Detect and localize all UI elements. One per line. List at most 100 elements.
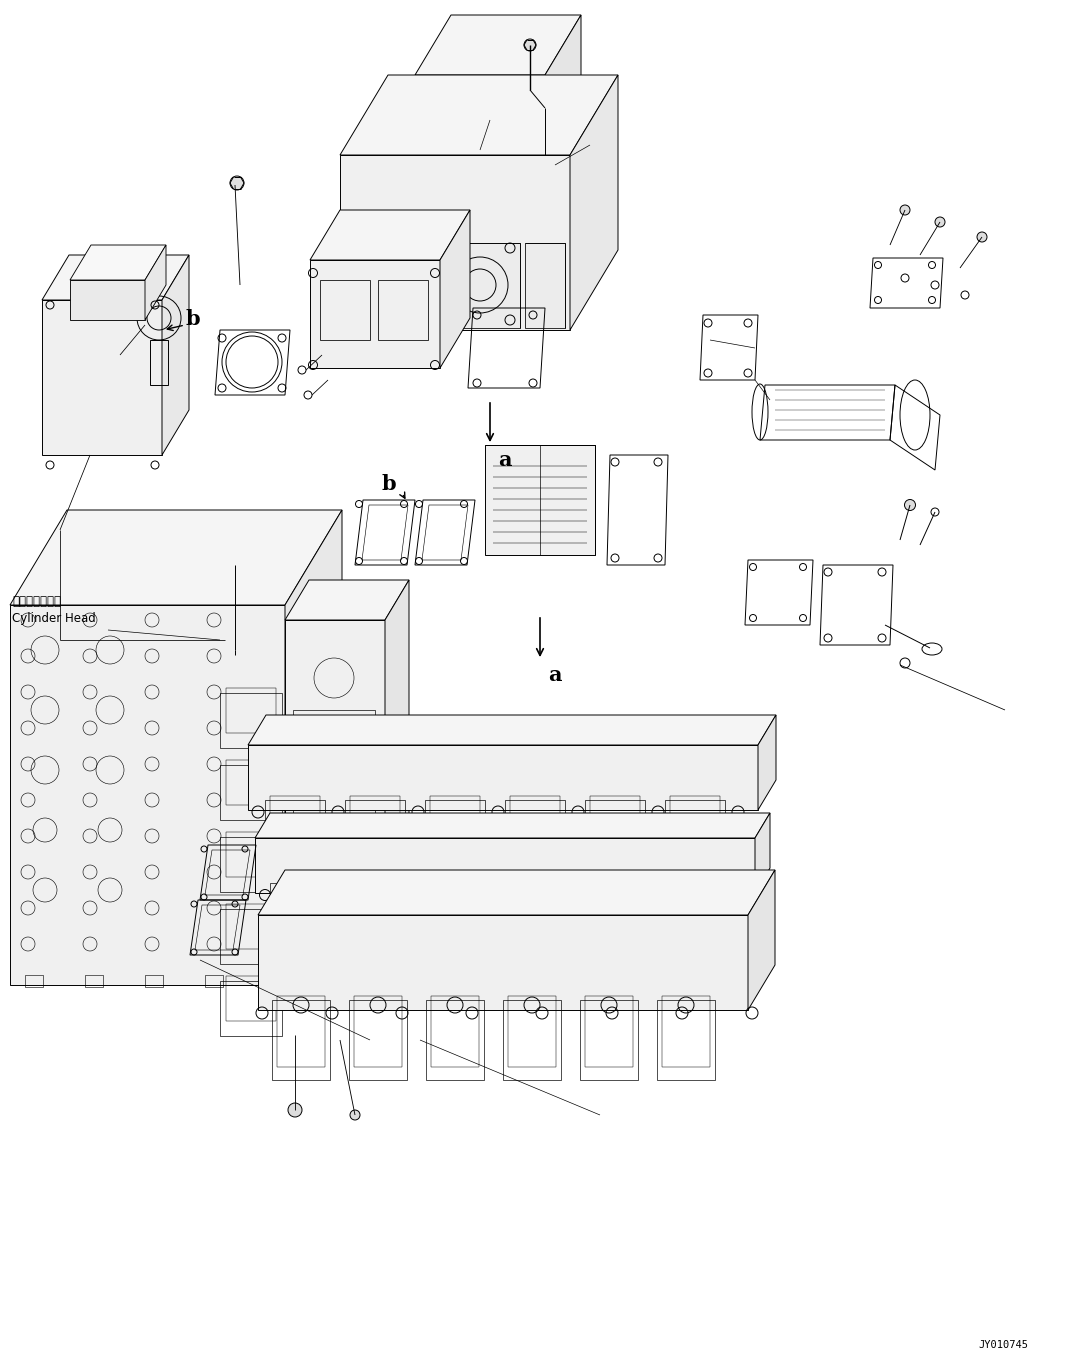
Circle shape — [978, 231, 987, 242]
Bar — [662, 996, 710, 1067]
Bar — [349, 1000, 407, 1081]
Polygon shape — [42, 255, 189, 299]
Polygon shape — [310, 260, 440, 367]
Text: Cylinder Head: Cylinder Head — [12, 612, 96, 625]
Polygon shape — [570, 75, 618, 329]
Polygon shape — [10, 606, 285, 985]
Polygon shape — [258, 870, 775, 915]
Bar — [272, 1000, 330, 1081]
Circle shape — [288, 1102, 302, 1117]
Bar — [220, 837, 282, 891]
Polygon shape — [10, 510, 342, 606]
Bar — [354, 996, 402, 1067]
Bar — [226, 976, 276, 1021]
Polygon shape — [340, 75, 618, 155]
Polygon shape — [748, 870, 775, 1010]
Polygon shape — [758, 715, 776, 810]
Circle shape — [904, 499, 916, 510]
Bar — [220, 909, 282, 964]
Bar — [25, 974, 43, 987]
Polygon shape — [310, 210, 470, 260]
Bar — [293, 945, 375, 1009]
Polygon shape — [440, 244, 520, 328]
Bar — [426, 1000, 484, 1081]
Polygon shape — [70, 245, 166, 280]
Bar — [665, 800, 725, 851]
Bar — [671, 796, 720, 837]
Bar — [226, 759, 276, 804]
Bar — [145, 974, 163, 987]
Polygon shape — [255, 813, 770, 838]
Text: a: a — [548, 666, 562, 685]
Polygon shape — [285, 580, 409, 621]
Bar — [265, 800, 325, 851]
Bar — [580, 1000, 637, 1081]
Text: JY010745: JY010745 — [979, 1341, 1029, 1350]
Bar — [425, 800, 485, 851]
Polygon shape — [385, 580, 409, 950]
Bar — [220, 693, 282, 749]
Bar — [507, 883, 565, 927]
Bar — [293, 866, 375, 931]
Bar — [293, 710, 375, 774]
Bar — [270, 796, 320, 837]
Bar — [431, 996, 479, 1067]
Polygon shape — [255, 838, 755, 893]
Circle shape — [524, 39, 536, 50]
Bar — [430, 796, 480, 837]
Bar — [293, 788, 375, 853]
Polygon shape — [415, 75, 545, 155]
Bar — [585, 800, 645, 851]
Polygon shape — [285, 621, 385, 950]
Bar — [350, 796, 400, 837]
Bar — [220, 981, 282, 1036]
Bar — [429, 883, 486, 927]
Polygon shape — [415, 15, 581, 75]
Polygon shape — [42, 299, 162, 455]
Polygon shape — [524, 244, 565, 328]
Bar — [349, 883, 407, 927]
Bar — [226, 689, 276, 734]
Polygon shape — [258, 915, 748, 1010]
Bar — [205, 974, 223, 987]
Bar — [226, 904, 276, 949]
Polygon shape — [440, 210, 470, 367]
Polygon shape — [285, 510, 342, 985]
Bar — [277, 996, 325, 1067]
Circle shape — [350, 1111, 360, 1120]
Polygon shape — [248, 715, 776, 744]
Polygon shape — [162, 255, 189, 455]
Bar — [508, 996, 556, 1067]
Bar — [510, 796, 560, 837]
Polygon shape — [340, 155, 570, 329]
Polygon shape — [545, 15, 581, 155]
Circle shape — [900, 206, 910, 215]
Bar — [586, 883, 644, 927]
Bar — [270, 883, 328, 927]
Bar — [85, 974, 103, 987]
Bar — [657, 1000, 715, 1081]
Bar — [378, 280, 429, 340]
Text: b: b — [382, 474, 397, 494]
Bar — [589, 796, 640, 837]
Circle shape — [230, 176, 244, 191]
Text: シリンダヘッド: シリンダヘッド — [12, 595, 61, 608]
Bar — [345, 800, 405, 851]
Bar — [220, 765, 282, 819]
Bar — [226, 832, 276, 876]
Circle shape — [935, 216, 944, 227]
Bar — [265, 974, 282, 987]
Bar — [665, 883, 723, 927]
Bar — [320, 280, 370, 340]
Text: b: b — [185, 309, 199, 329]
Polygon shape — [755, 813, 770, 893]
Text: a: a — [498, 450, 512, 470]
Bar — [150, 340, 168, 385]
Polygon shape — [485, 445, 595, 555]
Bar — [503, 1000, 561, 1081]
Bar — [585, 996, 633, 1067]
Polygon shape — [350, 244, 430, 328]
Bar — [505, 800, 565, 851]
Polygon shape — [70, 280, 145, 320]
Polygon shape — [145, 245, 166, 320]
